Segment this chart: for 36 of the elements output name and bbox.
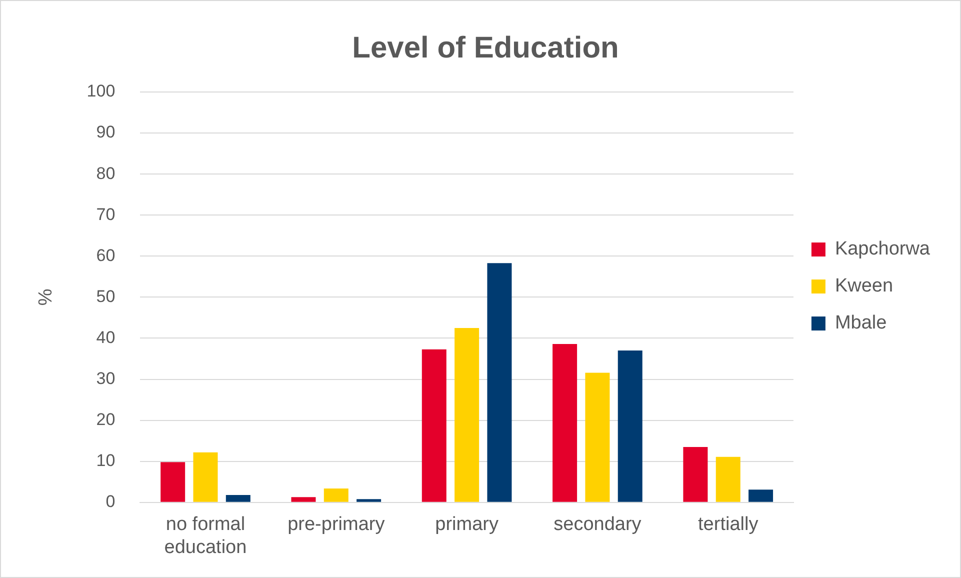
- bar: [748, 490, 774, 502]
- y-tick-label: 60: [96, 246, 116, 265]
- y-axis-title: %: [36, 288, 57, 306]
- bar: [716, 456, 740, 502]
- x-tick-label: primary: [435, 514, 499, 536]
- legend-label: Kween: [834, 276, 894, 297]
- bar: [585, 372, 610, 502]
- bar: [160, 462, 186, 502]
- bar: [454, 328, 480, 502]
- bar: [226, 495, 250, 502]
- y-tick-label: 90: [96, 122, 116, 142]
- x-tick-label: tertially: [698, 514, 759, 536]
- y-tick-label: 80: [96, 164, 116, 183]
- y-tick-label: 50: [96, 286, 116, 306]
- legend-label: Mbale: [834, 312, 887, 334]
- bar: [487, 263, 512, 502]
- chart-title: Level of Education: [352, 31, 619, 64]
- bar: [324, 488, 348, 502]
- bar: [618, 350, 642, 502]
- y-tick-label: 30: [96, 368, 116, 388]
- bar: [356, 499, 382, 502]
- y-tick-label: 40: [96, 328, 116, 347]
- y-tick-label: 70: [96, 204, 116, 224]
- bar: [422, 349, 446, 502]
- y-tick-label: 100: [86, 82, 116, 101]
- y-tick-label: 0: [106, 492, 116, 512]
- bar: [291, 497, 316, 502]
- x-tick-label: pre-primary: [288, 514, 386, 536]
- x-tick-label: secondary: [554, 514, 642, 536]
- y-tick-label: 10: [96, 451, 116, 470]
- bar: [683, 446, 708, 502]
- legend-label: Kapchorwa: [834, 238, 930, 260]
- y-tick-label: 20: [96, 410, 116, 430]
- bar: [552, 344, 578, 502]
- bar: [193, 452, 218, 502]
- x-tick-label: no formal education: [164, 514, 247, 558]
